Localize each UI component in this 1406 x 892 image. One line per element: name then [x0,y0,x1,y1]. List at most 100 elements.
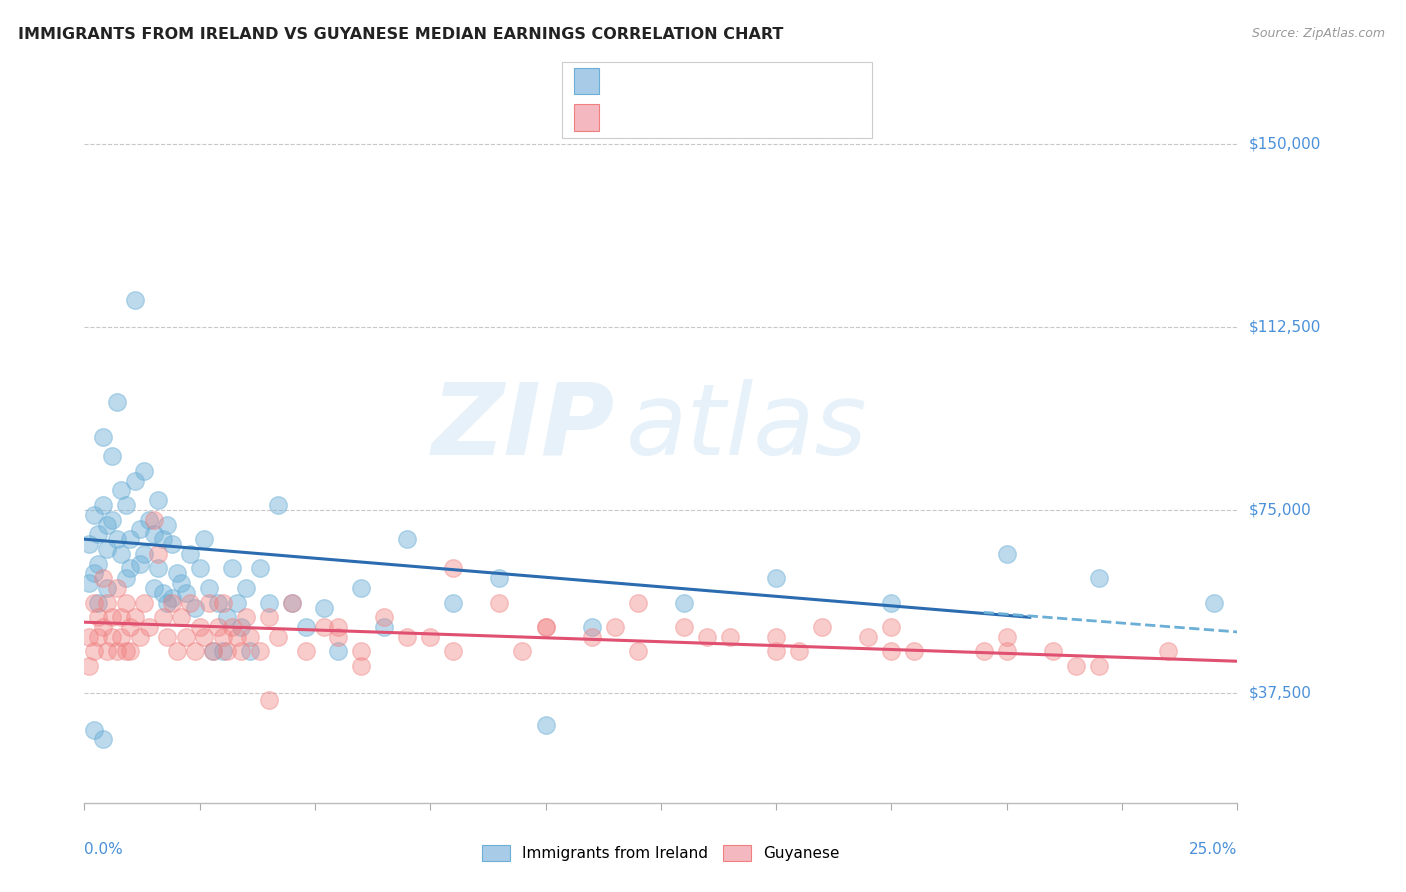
Point [207,620,229,634]
Point [1088,571,1111,585]
Point [188,620,211,634]
Point [294,644,316,658]
Point [83,596,105,610]
Point [184,600,207,615]
Point [174,586,197,600]
Point [146,561,169,575]
Point [188,561,211,575]
Point [202,644,225,658]
Point [142,527,165,541]
Point [110,483,132,498]
Point [512,644,534,658]
Point [101,513,124,527]
Point [880,596,903,610]
Point [83,644,105,658]
Point [83,566,105,581]
Text: R = -0.115   N = 79: R = -0.115 N = 79 [610,110,754,125]
Point [627,644,650,658]
Point [91,571,114,585]
Point [765,630,787,644]
Point [101,449,124,463]
Point [146,493,169,508]
Point [128,523,150,537]
Point [179,596,201,610]
Point [257,693,280,707]
Point [83,508,105,522]
Point [903,644,925,658]
Point [128,557,150,571]
Point [160,596,183,610]
Point [156,630,179,644]
Point [105,644,128,658]
Point [124,474,146,488]
Point [91,498,114,512]
Point [217,610,239,624]
Point [105,395,128,409]
Point [110,630,132,644]
Point [152,610,174,624]
Point [858,630,880,644]
Point [718,630,741,644]
Point [87,610,110,624]
Point [326,644,349,658]
Point [441,644,464,658]
Point [1064,659,1087,673]
Point [534,620,557,634]
Point [267,630,290,644]
Point [156,596,179,610]
Point [488,596,510,610]
Point [281,596,304,610]
Text: 25.0%: 25.0% [1189,842,1237,857]
Point [115,571,138,585]
Text: atlas: atlas [626,378,868,475]
Point [77,630,100,644]
Point [198,581,221,595]
Point [249,561,271,575]
Text: IMMIGRANTS FROM IRELAND VS GUYANESE MEDIAN EARNINGS CORRELATION CHART: IMMIGRANTS FROM IRELAND VS GUYANESE MEDI… [18,27,783,42]
Point [87,630,110,644]
Point [1088,659,1111,673]
Point [160,537,183,551]
Point [314,620,336,634]
Point [96,541,118,556]
Point [294,620,316,634]
Point [221,561,243,575]
Point [166,566,188,581]
Point [96,581,118,595]
Point [995,630,1018,644]
Point [105,532,128,546]
Point [267,498,290,512]
Point [120,532,142,546]
Point [326,620,349,634]
Point [787,644,810,658]
Point [396,532,419,546]
Text: R = -0.114   N = 77: R = -0.114 N = 77 [610,73,754,88]
Point [765,571,787,585]
Point [581,620,603,634]
Point [211,596,233,610]
Point [488,571,510,585]
Point [257,610,280,624]
Point [96,596,118,610]
Point [115,596,138,610]
Point [350,581,373,595]
Point [174,630,197,644]
Point [83,723,105,737]
Point [202,644,225,658]
Point [995,644,1018,658]
Point [142,513,165,527]
Text: 0.0%: 0.0% [84,842,124,857]
Point [96,517,118,532]
Point [314,600,336,615]
Point [995,547,1018,561]
Point [138,620,160,634]
Point [396,630,419,644]
Point [603,620,626,634]
Point [110,610,132,624]
Text: ZIP: ZIP [432,378,614,475]
Point [120,620,142,634]
Point [101,610,124,624]
Point [156,517,179,532]
Point [87,596,110,610]
Text: $112,500: $112,500 [1249,319,1320,334]
